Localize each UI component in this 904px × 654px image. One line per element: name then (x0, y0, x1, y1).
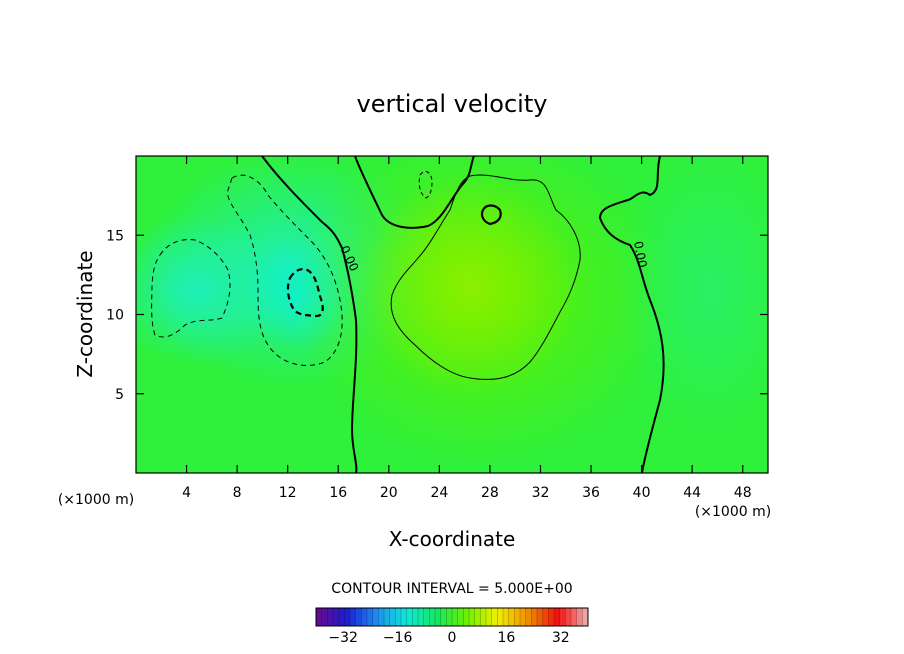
x-unit-left: (×1000 m) (58, 492, 134, 508)
contour-label-right: 0.00 (631, 240, 649, 269)
x-tick-label: 24 (430, 485, 448, 501)
colorbar-cell (423, 608, 430, 626)
y-tick-label: 10 (106, 308, 124, 324)
y-axis-ticks: 5 10 15 (106, 228, 768, 403)
colorbar-tick-label: 0 (448, 630, 457, 646)
minimum-contour (286, 268, 324, 318)
x-tick-label: 4 (182, 485, 191, 501)
colorbar-cell (367, 608, 373, 626)
colorbar-cell (355, 608, 362, 626)
colorbar-cell (554, 608, 560, 626)
colorbar-cell (469, 608, 475, 626)
colorbar-cell (525, 608, 532, 626)
x-tick-label: 44 (683, 485, 701, 501)
colorbar-cell (446, 608, 453, 626)
colorbar-cell (463, 608, 470, 626)
colorbar-cell (338, 608, 345, 626)
chart-title: vertical velocity (357, 90, 548, 118)
negative-contour-top (418, 171, 433, 199)
colorbar-cell (401, 608, 407, 626)
colorbar-cell (531, 608, 538, 626)
y-axis-label: Z-coordinate (73, 250, 97, 377)
negative-contour-center (227, 174, 343, 366)
colorbar (315, 607, 589, 627)
colorbar-cell (508, 608, 515, 626)
y-tick-label: 5 (115, 387, 124, 403)
colorbar-cell (582, 608, 589, 626)
x-unit-right: (×1000 m) (695, 504, 771, 520)
zero-contour-left (261, 156, 358, 473)
colorbar-cell (514, 608, 521, 626)
colorbar-cell (412, 608, 419, 626)
colorbar-cell (406, 608, 413, 626)
colorbar-cell (548, 608, 555, 626)
colorbar-cell (429, 608, 436, 626)
x-tick-label: 20 (380, 485, 398, 501)
x-tick-label: 8 (233, 485, 242, 501)
colorbar-cell (440, 608, 447, 626)
colorbar-cell (418, 608, 424, 626)
colorbar-cell (565, 608, 572, 626)
colorbar-cell (537, 608, 543, 626)
x-tick-label: 12 (279, 485, 297, 501)
colorbar-cell (389, 608, 396, 626)
x-axis-ticks: 4 8 12 16 20 24 28 32 36 40 44 48 (182, 156, 752, 501)
y-tick-label: 15 (106, 228, 124, 244)
colorbar-cell (480, 608, 487, 626)
field-shading (136, 156, 768, 473)
colorbar-cell (520, 608, 526, 626)
zero-contour-right (598, 156, 665, 473)
colorbar-cell (333, 608, 339, 626)
x-tick-label: 40 (633, 485, 651, 501)
colorbar-frame (315, 607, 589, 627)
colorbar-cell (395, 608, 402, 626)
colorbar-cell (542, 608, 549, 626)
colorbar-cell (559, 608, 566, 626)
colorbar-cell (474, 608, 481, 626)
maximum-contour (480, 204, 502, 226)
colorbar-cell (378, 608, 385, 626)
negative-contour-left (151, 239, 231, 338)
colorbar-cell (452, 608, 458, 626)
x-tick-label: 48 (734, 485, 752, 501)
x-axis-label: X-coordinate (389, 527, 516, 551)
colorbar-tick-label: 16 (497, 630, 515, 646)
colorbar-cell (571, 608, 577, 626)
colorbar-cell (503, 608, 509, 626)
colorbar-cell (344, 608, 351, 626)
colorbar-cell (350, 608, 356, 626)
colorbar-cell (372, 608, 379, 626)
contour-lines (151, 156, 665, 473)
x-tick-label: 16 (329, 485, 347, 501)
colorbar-cell (576, 608, 583, 626)
colorbar-tick-label: 32 (552, 630, 570, 646)
colorbar-cell (435, 608, 441, 626)
contour-interval-label: CONTOUR INTERVAL = 5.000E+00 (331, 581, 572, 597)
colorbar-cell (384, 608, 390, 626)
x-tick-label: 28 (481, 485, 499, 501)
positive-contour (390, 174, 581, 380)
colorbar-cell (457, 608, 464, 626)
colorbar-cell (497, 608, 504, 626)
colorbar-cell (486, 608, 492, 626)
colorbar-cell (327, 608, 334, 626)
colorbar-cell (491, 608, 498, 626)
colorbar-cell (361, 608, 368, 626)
colorbar-cell (321, 608, 328, 626)
colorbar-cell (316, 608, 322, 626)
colorbar-ticks: −32 −16 0 16 32 (328, 630, 569, 646)
colorbar-tick-label: −32 (328, 630, 358, 646)
x-tick-label: 32 (532, 485, 550, 501)
colorbar-tick-label: −16 (383, 630, 413, 646)
x-tick-label: 36 (582, 485, 600, 501)
